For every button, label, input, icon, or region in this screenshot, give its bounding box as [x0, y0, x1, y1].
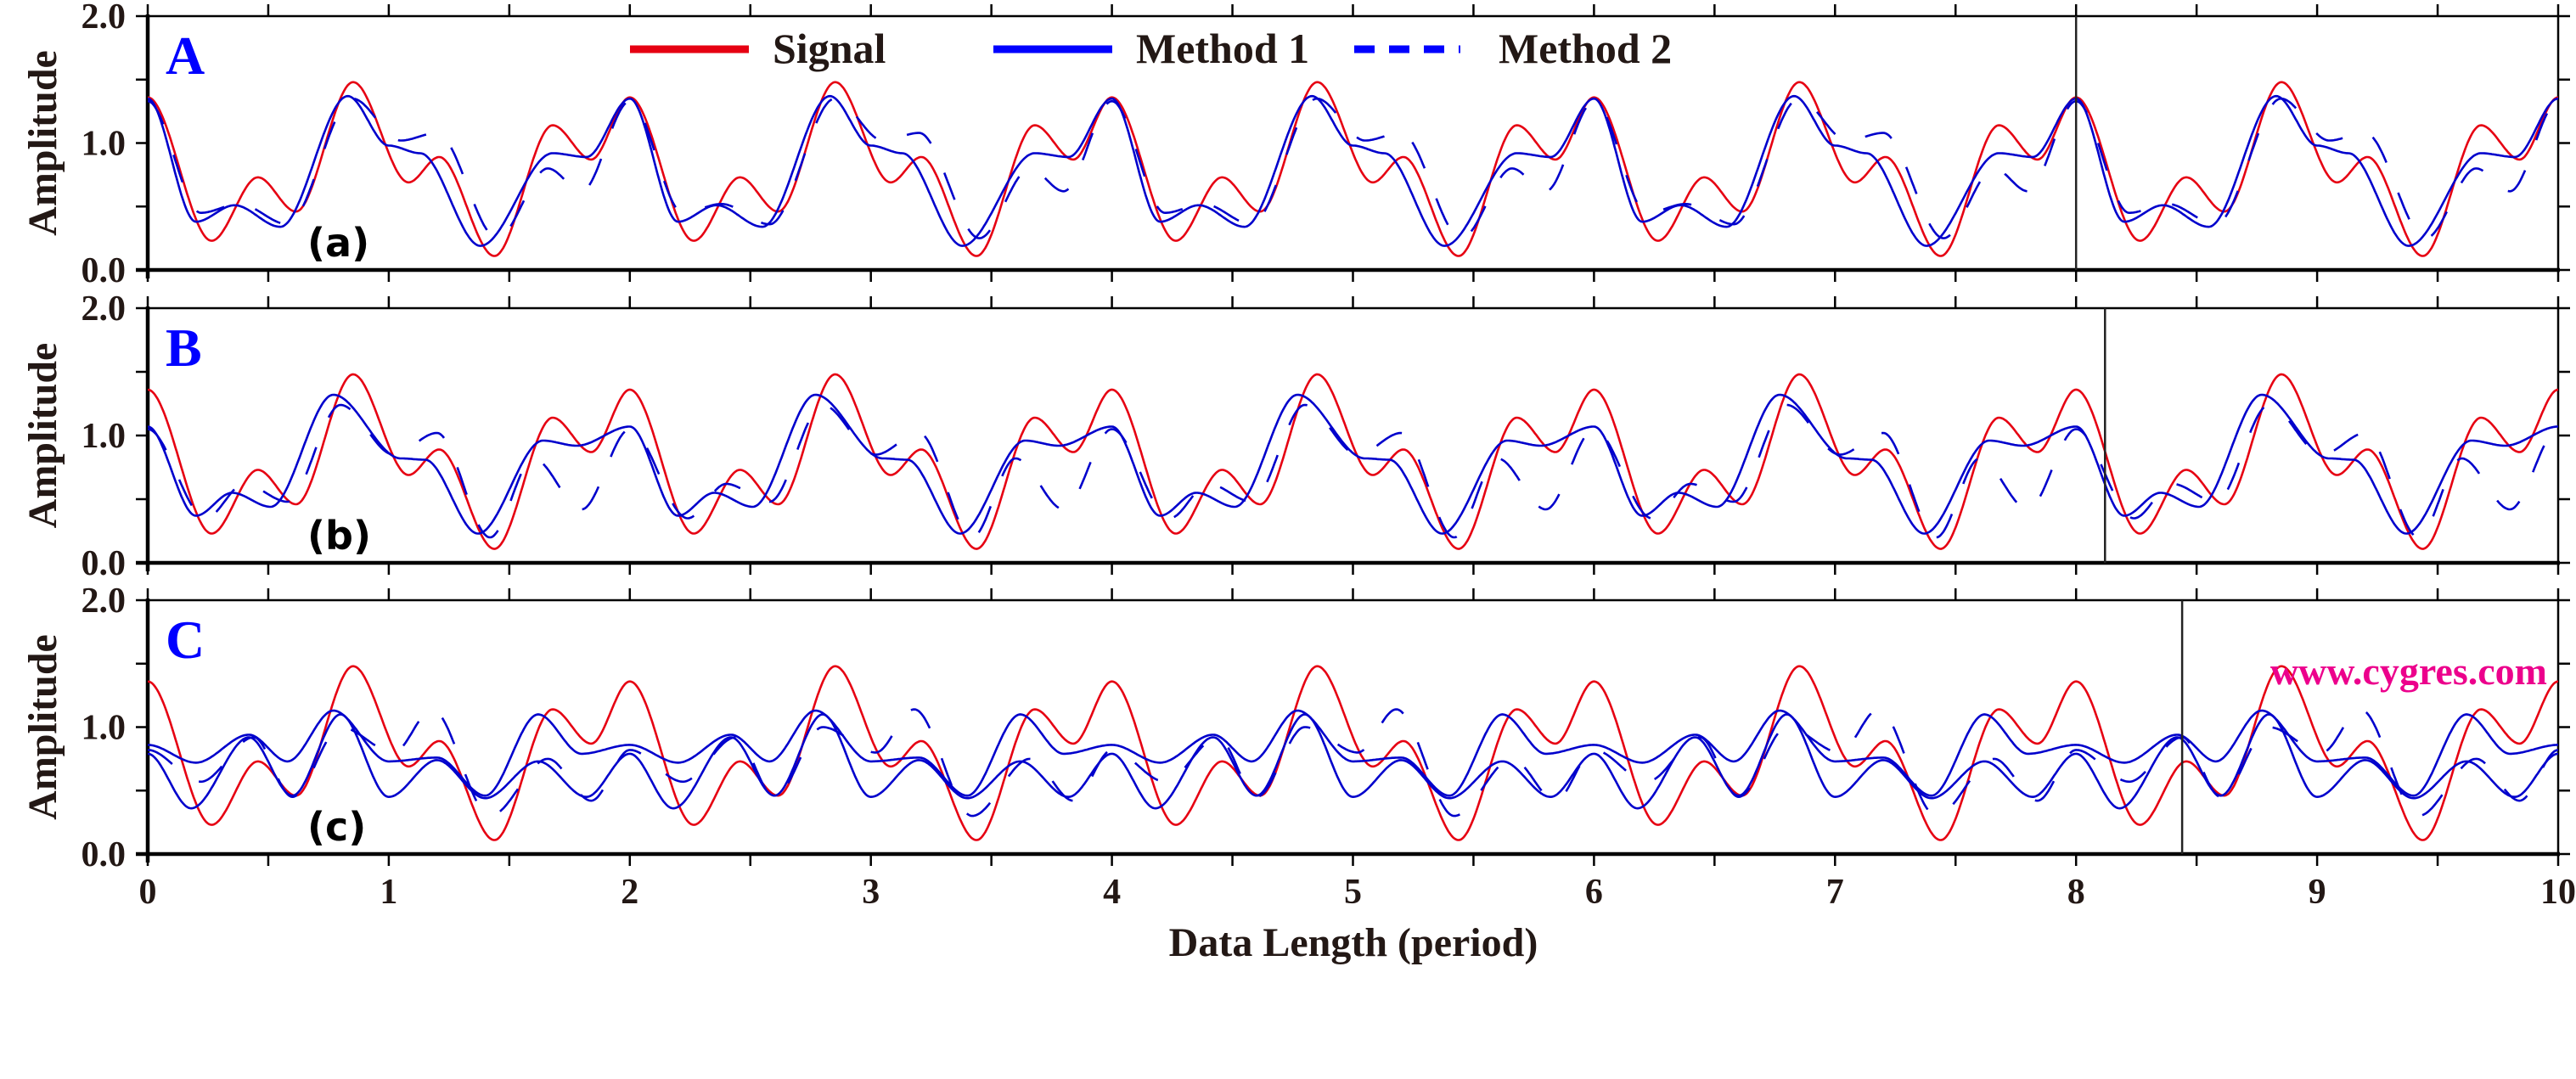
- y-tick-label: 2.0: [82, 582, 127, 621]
- y-tick-label: 2.0: [82, 0, 127, 37]
- y-tick-label: 1.0: [82, 417, 127, 456]
- x-tick-label: 10: [2540, 873, 2576, 912]
- y-tick-label: 0.0: [82, 835, 127, 874]
- x-tick-label: 4: [1103, 873, 1121, 912]
- watermark-text: www.cygres.com: [2270, 649, 2547, 693]
- x-tick-labels: 0 1 2 3 4 5 6 7 8 9 10: [139, 873, 2576, 912]
- x-tick-label: 3: [862, 873, 880, 912]
- series-method-1-second: [148, 713, 2558, 810]
- x-tick-label: 0: [139, 873, 157, 912]
- series-signal: [148, 81, 2558, 257]
- panel-sub-label: (b): [307, 513, 371, 559]
- legend-label-method-1: Method 1: [1136, 25, 1309, 72]
- x-tick-label: 2: [621, 873, 638, 912]
- series-method-2: [148, 708, 2558, 818]
- series-method-2: [148, 403, 2558, 539]
- panel-sub-label: (a): [307, 220, 369, 266]
- legend-label-method-2: Method 2: [1499, 25, 1672, 72]
- legend: Signal Method 1 Method 2: [630, 25, 1672, 72]
- y-tick-label: 1.0: [82, 709, 127, 748]
- x-tick-label: 5: [1344, 873, 1362, 912]
- series-signal: [148, 665, 2558, 841]
- x-tick-label: 7: [1826, 873, 1844, 912]
- y-tick-label: 1.0: [82, 125, 127, 164]
- y-axis-title: Amplitude: [20, 50, 65, 236]
- panel-letter: C: [166, 610, 205, 670]
- legend-label-signal: Signal: [773, 25, 886, 72]
- x-tick-label: 9: [2309, 873, 2326, 912]
- y-tick-label: 0.0: [82, 544, 127, 583]
- series-method-1: [148, 94, 2558, 247]
- x-tick-label: 6: [1585, 873, 1603, 912]
- x-axis-title: Data Length (period): [1169, 920, 1538, 965]
- panel-c: 0.0 1.0 2.0 Amplitude C (c): [20, 582, 2570, 874]
- y-tick-label: 2.0: [82, 289, 127, 329]
- series-signal: [148, 373, 2558, 550]
- y-axis-title: Amplitude: [20, 343, 65, 529]
- x-tick-label: 8: [2067, 873, 2085, 912]
- panel-letter: B: [166, 318, 202, 378]
- series-method-2: [148, 97, 2558, 239]
- y-axis-title: Amplitude: [20, 634, 65, 820]
- panel-letter: A: [166, 25, 205, 86]
- panel-b: 0.0 1.0 2.0 Amplitude B (b): [20, 289, 2570, 583]
- panel-a: 0.0 1.0 2.0 Amplitude A (a): [20, 0, 2570, 290]
- series-method-1: [148, 393, 2558, 535]
- y-tick-label: 0.0: [82, 251, 127, 290]
- series-method-1: [148, 709, 2558, 797]
- x-tick-label: 1: [380, 873, 397, 912]
- panel-sub-label: (c): [307, 804, 366, 850]
